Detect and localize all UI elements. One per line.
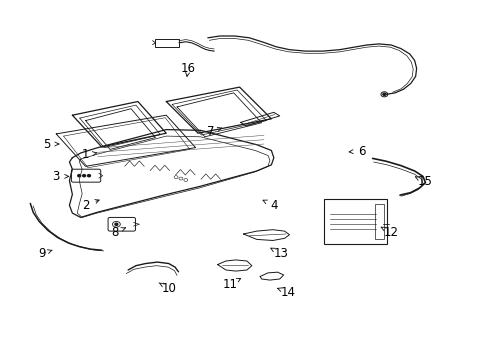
Text: 14: 14 (281, 286, 295, 299)
Text: 9: 9 (38, 247, 45, 260)
Text: 7: 7 (206, 125, 214, 138)
Text: 6: 6 (357, 145, 365, 158)
Text: 8: 8 (111, 226, 119, 239)
Text: 3: 3 (52, 170, 60, 183)
Text: 12: 12 (383, 226, 398, 239)
Text: 15: 15 (417, 175, 432, 188)
Text: 4: 4 (269, 199, 277, 212)
Circle shape (82, 175, 85, 177)
Text: 5: 5 (42, 138, 50, 150)
Circle shape (78, 175, 81, 177)
Circle shape (115, 223, 118, 225)
Text: 2: 2 (81, 199, 89, 212)
Text: 1: 1 (81, 148, 89, 161)
Circle shape (382, 93, 385, 95)
Text: 16: 16 (181, 62, 195, 75)
Text: 10: 10 (161, 282, 176, 294)
Text: 11: 11 (222, 278, 237, 291)
Text: 13: 13 (273, 247, 288, 260)
Circle shape (87, 175, 90, 177)
